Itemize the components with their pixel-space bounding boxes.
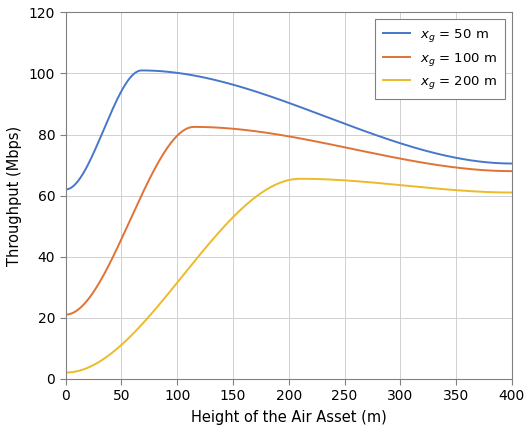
Legend: $x_g$ = 50 m, $x_g$ = 100 m, $x_g$ = 200 m: $x_g$ = 50 m, $x_g$ = 100 m, $x_g$ = 200…: [376, 19, 505, 99]
X-axis label: Height of the Air Asset (m): Height of the Air Asset (m): [191, 410, 387, 425]
Y-axis label: Throughput (Mbps): Throughput (Mbps): [7, 126, 22, 266]
